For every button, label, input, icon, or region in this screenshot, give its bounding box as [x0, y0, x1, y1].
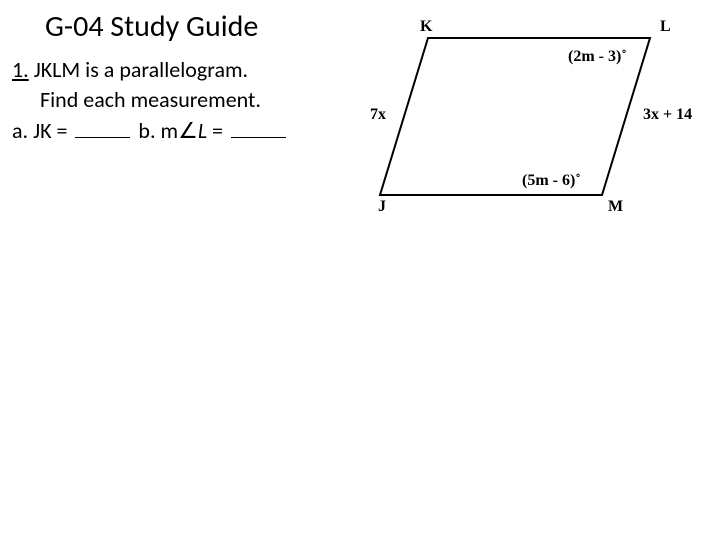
problem-block: 1. JKLM is a parallelogram. Find each me…	[12, 55, 352, 146]
blank-a	[75, 120, 130, 138]
problem-text-1: JKLM is a parallelogram.	[34, 56, 248, 83]
parallelogram-diagram: K L J M (2m - 3)˚ 7x 3x + 14 (5m - 6)˚	[370, 20, 710, 240]
page-title: G-04 Study Guide	[45, 8, 258, 45]
problem-line-1: 1. JKLM is a parallelogram.	[12, 55, 352, 85]
sub-b-equals: =	[207, 117, 223, 144]
problem-number: 1.	[12, 56, 29, 83]
vertex-m: M	[608, 198, 623, 216]
angle-m-label: (5m - 6)˚	[522, 172, 581, 190]
sub-b-prefix: b. m	[138, 117, 178, 144]
vertex-k: K	[420, 18, 432, 36]
problem-sub-line: a. JK = b. m∠L =	[12, 116, 352, 146]
problem-line-2: Find each measurement.	[12, 85, 352, 115]
angle-l-label: (2m - 3)˚	[568, 48, 627, 66]
side-lm-label: 3x + 14	[643, 106, 692, 124]
sub-a-label: a. JK =	[12, 117, 67, 144]
side-jk-label: 7x	[370, 106, 386, 124]
vertex-l: L	[660, 18, 671, 36]
sub-b-letter: L	[198, 117, 207, 144]
vertex-j: J	[378, 198, 386, 216]
parallelogram-svg	[370, 20, 710, 240]
angle-symbol: ∠	[178, 117, 198, 144]
blank-b	[231, 120, 286, 138]
